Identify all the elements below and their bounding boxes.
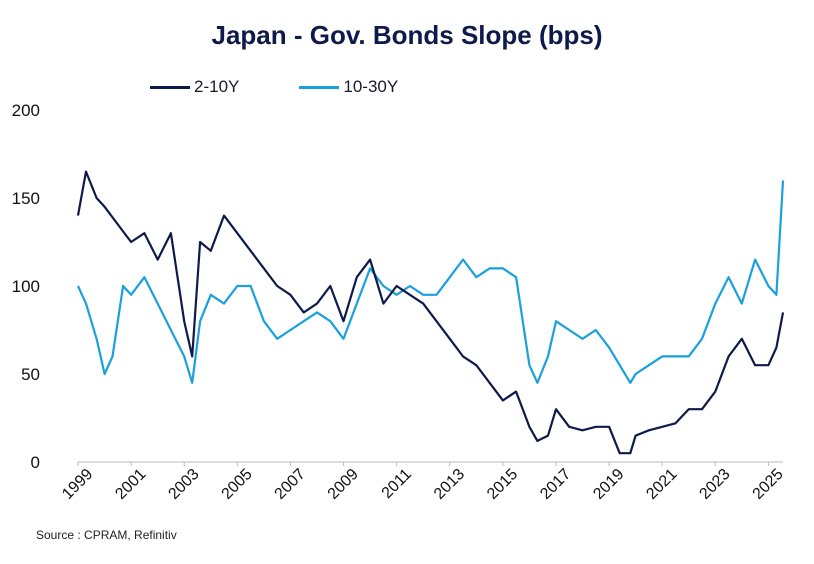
x-tick-label: 2001	[112, 466, 149, 503]
x-tick-label: 1999	[59, 466, 96, 503]
x-tick-label: 2009	[325, 466, 362, 503]
y-tick-label: 0	[31, 453, 40, 472]
y-tick-label: 200	[12, 101, 40, 120]
chart-title: Japan - Gov. Bonds Slope (bps)	[211, 20, 603, 50]
x-tick-label: 2013	[431, 466, 468, 503]
x-tick-label: 2023	[696, 466, 733, 503]
y-tick-label: 150	[12, 189, 40, 208]
y-tick-label: 50	[21, 365, 40, 384]
x-tick-label: 2017	[537, 466, 574, 503]
series-line-10-30y	[76, 180, 785, 384]
legend-item-10-30y: 10-30Y	[299, 77, 398, 97]
legend-label-2-10y: 2-10Y	[194, 77, 240, 96]
x-tick-label: 2005	[219, 466, 256, 503]
series-line-2-10y	[76, 170, 785, 455]
x-tick-label: 2011	[379, 466, 415, 502]
x-tick-label: 2025	[750, 466, 787, 503]
legend-label-10-30y: 10-30Y	[343, 77, 399, 96]
x-tick-label: 2003	[165, 466, 202, 503]
x-tick-label: 2007	[272, 466, 309, 503]
source-note: Source : CPRAM, Refinitiv	[36, 528, 177, 542]
legend: 2-10Y 10-30Y	[150, 76, 458, 98]
x-tick-label: 2015	[484, 466, 521, 503]
legend-item-2-10y: 2-10Y	[150, 77, 239, 97]
legend-swatch-2-10y	[150, 85, 190, 89]
x-tick-label: 2021	[643, 466, 680, 503]
legend-swatch-10-30y	[299, 85, 340, 89]
y-tick-label: 100	[12, 277, 40, 296]
x-tick-label: 2019	[590, 466, 627, 503]
